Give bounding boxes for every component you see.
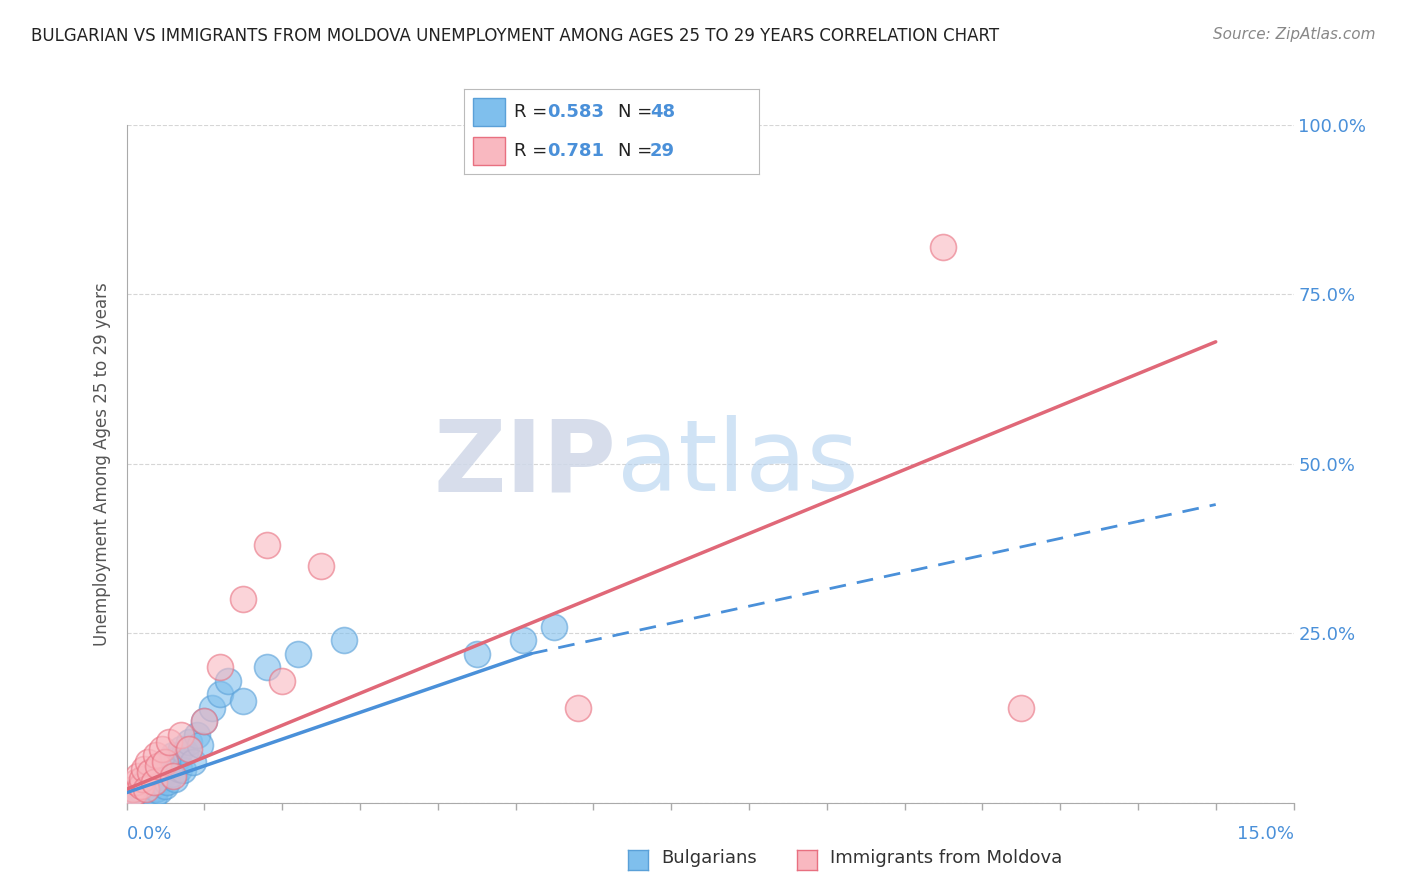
Point: [121, 782, 143, 797]
Text: 0.781: 0.781: [547, 142, 603, 160]
Point: [156, 775, 179, 789]
Text: R =: R =: [515, 103, 553, 121]
Point: [131, 772, 153, 786]
Point: [127, 769, 149, 783]
Point: [186, 728, 208, 742]
Point: [139, 772, 162, 786]
Point: [136, 786, 159, 800]
Point: [163, 772, 186, 786]
Point: [145, 782, 167, 797]
Point: [932, 240, 955, 254]
Point: [208, 660, 231, 674]
Point: [136, 755, 159, 769]
Point: [333, 633, 356, 648]
Point: [146, 762, 169, 776]
Point: [217, 673, 239, 688]
Point: [1010, 701, 1032, 715]
Point: [132, 775, 155, 789]
Point: [139, 765, 162, 780]
Point: [157, 735, 180, 749]
Point: [155, 755, 177, 769]
Point: [150, 741, 173, 756]
Point: [174, 745, 197, 759]
Text: ZIP: ZIP: [434, 416, 617, 512]
Point: [181, 755, 204, 769]
Point: [232, 592, 254, 607]
Point: [177, 735, 200, 749]
Point: [309, 558, 332, 573]
Point: [193, 714, 215, 729]
Point: [142, 775, 165, 789]
Point: [120, 789, 142, 803]
Point: [256, 660, 278, 674]
Point: [166, 752, 188, 766]
Point: [208, 687, 231, 701]
Point: [172, 764, 194, 778]
Text: Immigrants from Moldova: Immigrants from Moldova: [830, 849, 1062, 867]
Point: [170, 728, 193, 742]
Point: [124, 786, 146, 800]
Point: [146, 758, 169, 772]
Point: [162, 748, 184, 763]
Point: [124, 790, 146, 805]
Point: [148, 783, 170, 797]
Point: [193, 714, 215, 729]
Point: [125, 786, 148, 800]
Point: [142, 769, 165, 783]
Point: [135, 780, 157, 795]
Text: 0.0%: 0.0%: [127, 825, 172, 843]
Point: [155, 755, 177, 769]
Text: 0.583: 0.583: [547, 103, 603, 121]
Point: [131, 779, 153, 793]
Point: [190, 738, 212, 752]
Point: [170, 741, 193, 756]
Text: N =: N =: [617, 103, 658, 121]
Point: [232, 694, 254, 708]
Point: [201, 701, 224, 715]
Point: [465, 647, 488, 661]
Point: [125, 775, 148, 789]
Point: [145, 748, 167, 763]
Text: atlas: atlas: [617, 416, 858, 512]
Bar: [472, 136, 505, 165]
Text: BULGARIAN VS IMMIGRANTS FROM MOLDOVA UNEMPLOYMENT AMONG AGES 25 TO 29 YEARS CORR: BULGARIAN VS IMMIGRANTS FROM MOLDOVA UNE…: [31, 27, 1000, 45]
Point: [155, 779, 177, 793]
Point: [160, 767, 183, 781]
Point: [120, 792, 142, 806]
Point: [153, 765, 176, 780]
Y-axis label: Unemployment Among Ages 25 to 29 years: Unemployment Among Ages 25 to 29 years: [93, 282, 111, 646]
Point: [271, 673, 294, 688]
Point: [146, 774, 169, 789]
Text: 15.0%: 15.0%: [1236, 825, 1294, 843]
Point: [256, 538, 278, 552]
Text: Source: ZipAtlas.com: Source: ZipAtlas.com: [1212, 27, 1375, 42]
Point: [177, 741, 200, 756]
Point: [287, 647, 309, 661]
Point: [567, 701, 589, 715]
Point: [150, 770, 173, 784]
Text: N =: N =: [617, 142, 658, 160]
Point: [127, 782, 149, 797]
Point: [142, 789, 165, 803]
Point: [132, 762, 155, 776]
Point: [543, 619, 565, 633]
Point: [162, 769, 184, 783]
Point: [129, 779, 152, 793]
Point: [131, 783, 153, 797]
Point: [169, 762, 191, 776]
Bar: [472, 98, 505, 127]
Text: 48: 48: [650, 103, 675, 121]
Text: R =: R =: [515, 142, 553, 160]
Point: [135, 782, 157, 797]
Point: [121, 789, 143, 803]
Point: [512, 633, 534, 648]
Point: [157, 758, 180, 772]
Text: 29: 29: [650, 142, 675, 160]
Point: [129, 788, 152, 802]
Text: Bulgarians: Bulgarians: [661, 849, 756, 867]
Point: [139, 777, 162, 791]
